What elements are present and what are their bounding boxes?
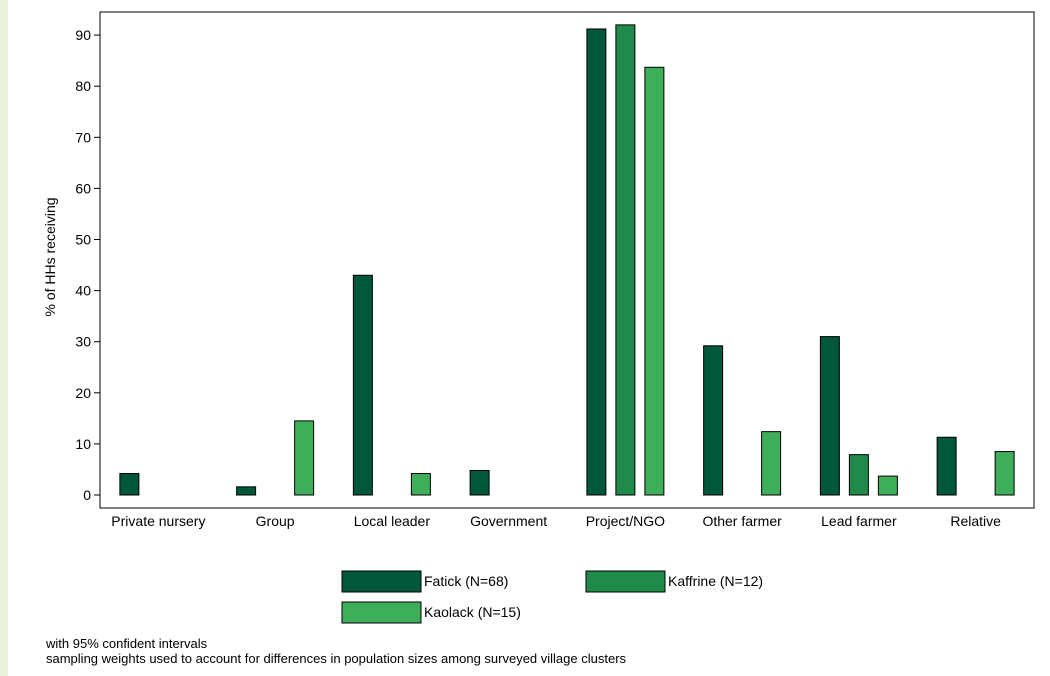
y-tick-label: 60 — [75, 180, 91, 196]
bar-3-5 — [644, 66, 665, 496]
legend-label-2: Kaffrine (N=12) — [668, 573, 763, 589]
bar-1-1 — [119, 473, 140, 496]
bar-1-4 — [469, 469, 490, 496]
y-tick-label: 10 — [75, 436, 91, 452]
y-tick-label: 80 — [75, 78, 91, 94]
y-tick-label: 30 — [75, 334, 91, 350]
bar-2-5 — [615, 24, 636, 496]
x-tick-label: Relative — [950, 513, 1001, 529]
bar-3-2 — [294, 420, 315, 496]
y-tick-label: 40 — [75, 283, 91, 299]
legend-swatch-1 — [341, 570, 422, 593]
x-tick-label: Other farmer — [702, 513, 782, 529]
legend-swatch-2 — [585, 570, 666, 593]
footnote-confidence: with 95% confident intervals — [46, 636, 208, 651]
x-tick-label: Group — [256, 513, 295, 529]
legend-label-1: Fatick (N=68) — [424, 573, 508, 589]
y-tick-label: 20 — [75, 385, 91, 401]
y-tick-label: 90 — [75, 27, 91, 43]
plot-area — [99, 11, 1035, 509]
x-tick-label: Lead farmer — [821, 513, 897, 529]
chart-panel: 0 10 20 30 40 50 60 70 80 90 Private nursery Group… — [8, 0, 1050, 676]
bar-2-7 — [848, 454, 869, 496]
bar-3-3 — [410, 473, 431, 496]
legend-label-3: Kaolack (N=15) — [424, 604, 521, 620]
bar-1-3 — [352, 274, 373, 496]
x-tick-label: Local leader — [354, 513, 431, 529]
bar-1-7 — [819, 336, 840, 496]
bar-chart: 0 10 20 30 40 50 60 70 80 90 Private nursery Group… — [42, 11, 1035, 624]
bar-1-8 — [936, 436, 957, 496]
y-axis-label: % of HHs receiving — [42, 197, 58, 316]
bar-1-2 — [236, 486, 257, 496]
y-tick-label: 0 — [83, 487, 91, 503]
bar-1-5 — [586, 28, 607, 496]
y-tick-label: 70 — [75, 129, 91, 145]
bar-1-6 — [703, 345, 724, 496]
y-tick-label: 50 — [75, 232, 91, 248]
bar-3-6 — [761, 431, 782, 496]
x-tick-label: Project/NGO — [586, 513, 665, 529]
legend-swatch-3 — [341, 601, 422, 624]
x-tick-label: Private nursery — [111, 513, 205, 529]
x-tick-label: Government — [470, 513, 547, 529]
bar-3-7 — [877, 475, 898, 496]
footnote-weights: sampling weights used to account for dif… — [46, 651, 627, 666]
bar-3-8 — [994, 451, 1015, 496]
